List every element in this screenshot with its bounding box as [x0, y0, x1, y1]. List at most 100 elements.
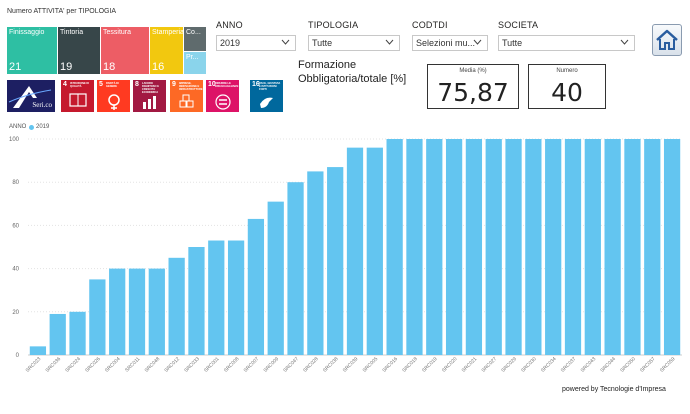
- x-tick-label: SRC047: [282, 356, 300, 374]
- bar[interactable]: [465, 139, 483, 355]
- bar[interactable]: [148, 268, 165, 355]
- slicer-societa-value: Tutte: [502, 38, 523, 48]
- bar[interactable]: [69, 311, 86, 355]
- bar[interactable]: [584, 139, 601, 355]
- x-tick-label: SRC044: [599, 356, 617, 374]
- kpi-media-value: 75,87: [437, 78, 509, 107]
- gender-icon: [108, 94, 120, 110]
- chevron-down-icon: [281, 39, 290, 45]
- x-tick-label: SRC008: [223, 356, 241, 374]
- treemap-tile[interactable]: Tintoria 19: [58, 27, 100, 74]
- bar[interactable]: [109, 268, 126, 355]
- bar[interactable]: [346, 147, 364, 355]
- treemap-tile[interactable]: Stamperia 16: [150, 27, 183, 74]
- slicer-anno-value: 2019: [220, 38, 241, 48]
- x-tick-label: SRC012: [163, 356, 181, 374]
- treemap-tile[interactable]: Finissaggio 21: [7, 27, 57, 74]
- bar[interactable]: [624, 139, 641, 355]
- bar[interactable]: [267, 201, 284, 355]
- dove-icon: [260, 97, 273, 108]
- bar[interactable]: [89, 279, 106, 355]
- treemap-tile-name: Stamperia: [152, 29, 183, 36]
- bar[interactable]: [49, 313, 66, 355]
- x-tick-label: SRC005: [362, 356, 380, 374]
- slicer-societa-label: SOCIETA: [498, 20, 539, 30]
- y-tick-label: 0: [16, 353, 20, 359]
- sdg-logo-10: 10 RIDURRE LE DISUGUAGLIANZE: [206, 80, 239, 112]
- legend-item: 2019: [36, 124, 50, 130]
- sdg-text: ISTRUZIONE DI QUALITÀ: [70, 82, 90, 88]
- bar[interactable]: [188, 247, 205, 355]
- bar[interactable]: [366, 147, 383, 355]
- bar[interactable]: [247, 218, 265, 355]
- book-icon: [69, 93, 87, 107]
- bar[interactable]: [644, 139, 661, 355]
- x-tick-label: SRC043: [580, 356, 598, 374]
- legend-marker: [29, 125, 34, 130]
- chevron-down-icon: [385, 39, 394, 45]
- sdg-logo-16: 16 PACE, GIUSTIZIA E ISTITUZIONI FORTI: [250, 80, 283, 112]
- bar[interactable]: [545, 139, 562, 355]
- treemap-tile-name: Tintoria: [60, 29, 84, 36]
- cubes-icon: [179, 94, 194, 108]
- treemap-tile-name: Pr...: [186, 54, 199, 61]
- slicer-anno-dropdown[interactable]: 2019: [216, 35, 296, 51]
- x-tick-label: SRC034: [540, 356, 558, 374]
- x-tick-label: SRC029: [500, 356, 518, 374]
- treemap-tile-name: Tessitura: [103, 29, 132, 36]
- bar[interactable]: [485, 139, 502, 355]
- sdg-number: 8: [135, 81, 139, 88]
- bar[interactable]: [445, 139, 463, 355]
- bar[interactable]: [227, 240, 245, 355]
- bar[interactable]: [128, 268, 146, 355]
- bar[interactable]: [168, 257, 185, 355]
- bar[interactable]: [406, 139, 423, 355]
- slicer-codtdi-label: CODTDI: [412, 20, 448, 30]
- bar[interactable]: [663, 139, 681, 355]
- sdg-text: RIDURRE LE DISUGUAGLIANZE: [215, 82, 239, 88]
- treemap-tile[interactable]: Pr...: [184, 52, 206, 74]
- x-tick-label: SRC033: [183, 356, 201, 374]
- bar[interactable]: [307, 171, 324, 355]
- slicer-codtdi-value: Selezioni mu...: [416, 38, 476, 48]
- x-tick-label: SRC023: [25, 356, 43, 374]
- treemap-tile-name: Co...: [186, 29, 201, 36]
- legend-title: ANNO: [9, 124, 27, 130]
- x-tick-label: SRC028: [302, 356, 320, 374]
- company-logo: Seri.co: [7, 80, 55, 112]
- sdg-text: PACE, GIUSTIZIA E ISTITUZIONI FORTI: [259, 82, 281, 91]
- bar[interactable]: [564, 139, 582, 355]
- sdg-number: 10: [208, 81, 216, 88]
- growth-icon: [143, 96, 156, 109]
- kpi-numero-label: Numero: [556, 68, 578, 74]
- x-tick-label: SRC024: [64, 356, 82, 374]
- bar[interactable]: [505, 139, 522, 355]
- x-tick-label: SRC036: [45, 356, 63, 374]
- company-logo-text: Seri.co: [32, 101, 52, 109]
- slicer-societa-dropdown[interactable]: Tutte: [498, 35, 635, 51]
- bar[interactable]: [287, 182, 304, 355]
- sdg-text: LAVORO DIGNITOSO E CRESCITA ECONOMICA: [142, 82, 159, 94]
- sdg-logo-8: 8 LAVORO DIGNITOSO E CRESCITA ECONOMICA: [133, 80, 166, 112]
- bar[interactable]: [386, 139, 403, 355]
- bar[interactable]: [426, 139, 443, 355]
- home-button[interactable]: [652, 24, 682, 56]
- slicer-codtdi-dropdown[interactable]: Selezioni mu...: [412, 35, 488, 51]
- bar[interactable]: [208, 240, 225, 355]
- bar[interactable]: [327, 167, 344, 355]
- x-tick-label: SRC019: [421, 356, 439, 374]
- kpi-title: Formazione Obbligatoria/totale [%]: [298, 59, 407, 85]
- sdg-number: 5: [99, 81, 103, 88]
- treemap-tile-name: Finissaggio: [9, 29, 45, 36]
- bar[interactable]: [604, 139, 621, 355]
- x-tick-label: SRC050: [619, 356, 637, 374]
- bar[interactable]: [525, 139, 542, 355]
- slicer-tipologia-dropdown[interactable]: Tutte: [308, 35, 400, 51]
- treemap-tile[interactable]: Tessitura 18: [101, 27, 149, 74]
- bar[interactable]: [29, 346, 47, 355]
- sdg-logo-4: 4 ISTRUZIONE DI QUALITÀ: [61, 80, 94, 112]
- treemap-tile-count: 21: [9, 61, 22, 73]
- kpi-numero-value: 40: [551, 78, 583, 107]
- sdg-text: IMPRESE, INNOVAZIONE E INFRASTRUTTURE: [179, 82, 203, 91]
- treemap-tile[interactable]: Co...: [184, 27, 206, 51]
